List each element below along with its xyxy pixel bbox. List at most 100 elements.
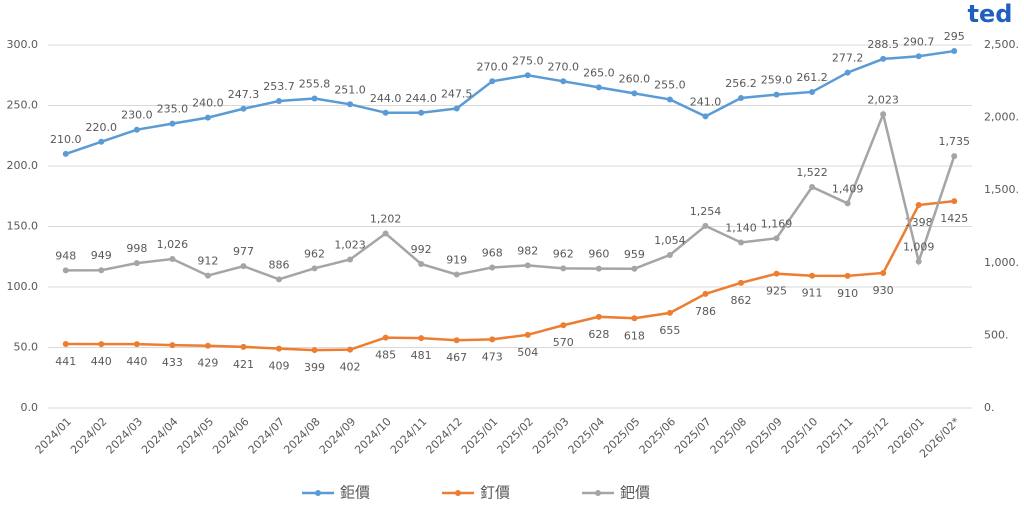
point: [382, 230, 389, 237]
data-label: 628: [588, 328, 609, 341]
y-tick-label: 150.0: [7, 220, 39, 233]
point: [666, 96, 673, 103]
x-tick-label: 2025/07: [672, 415, 714, 457]
point: [347, 101, 354, 108]
point: [62, 150, 69, 157]
x-tick-label: 2025/11: [814, 415, 856, 457]
data-label: 1398: [905, 216, 933, 229]
point: [595, 265, 602, 272]
point: [524, 72, 531, 79]
data-label: 992: [411, 243, 432, 256]
x-tick-label: 2024/10: [352, 415, 394, 457]
point: [524, 331, 531, 338]
point: [773, 270, 780, 277]
point: [347, 256, 354, 263]
x-tick-label: 2024/08: [281, 415, 323, 457]
point: [169, 342, 176, 349]
y-tick-label: 0.0: [21, 401, 39, 414]
x-tick-label: 2024/11: [388, 415, 430, 457]
point: [382, 334, 389, 341]
y2-tick-label: 2,500.: [984, 38, 1019, 51]
data-label: 1,735: [938, 135, 970, 148]
legend-marker: [455, 490, 461, 496]
data-label: 1,409: [832, 182, 864, 195]
logo: ted: [968, 0, 1013, 28]
data-label: 998: [126, 242, 147, 255]
y2-tick-label: 500.: [984, 328, 1009, 341]
data-label: 440: [91, 355, 112, 368]
point: [489, 78, 496, 85]
point: [98, 341, 105, 348]
x-tick-label: 2025/12: [850, 415, 892, 457]
legend-marker: [315, 490, 321, 496]
data-label: 288.5: [867, 38, 899, 51]
data-label: 240.0: [192, 97, 224, 110]
data-label: 959: [624, 248, 645, 261]
x-tick-label: 2025/01: [459, 415, 501, 457]
point: [880, 269, 887, 276]
point: [773, 235, 780, 242]
point: [915, 202, 922, 209]
data-label: 290.7: [903, 35, 935, 48]
point: [631, 315, 638, 322]
data-label: 1,140: [725, 221, 757, 234]
x-tick-label: 2024/07: [246, 415, 288, 457]
point: [204, 114, 211, 121]
data-label: 925: [766, 285, 787, 298]
data-label: 421: [233, 358, 254, 371]
data-label: 911: [802, 287, 823, 300]
point: [169, 120, 176, 127]
point: [98, 267, 105, 274]
data-label: 618: [624, 329, 645, 342]
point: [453, 337, 460, 344]
y2-tick-label: 2,000.: [984, 111, 1019, 124]
data-label: 504: [517, 346, 538, 359]
x-tick-label: 2024/09: [317, 415, 359, 457]
x-tick-label: 2025/06: [637, 415, 679, 457]
data-label: 786: [695, 305, 716, 318]
data-label: 433: [162, 356, 183, 369]
point: [809, 184, 816, 191]
data-label: 1,522: [796, 166, 828, 179]
x-tick-label: 2024/06: [210, 415, 252, 457]
legend-marker: [595, 490, 601, 496]
point: [311, 265, 318, 272]
data-label: 440: [126, 355, 147, 368]
point: [204, 272, 211, 279]
data-label: 255.0: [654, 78, 686, 91]
x-tick-label: 2025/04: [566, 415, 608, 457]
point: [666, 251, 673, 258]
series-line: [65, 110, 956, 281]
point: [560, 265, 567, 272]
data-label: 230.0: [121, 109, 153, 122]
data-label: 210.0: [50, 133, 82, 146]
point: [347, 346, 354, 353]
data-label: 244.0: [370, 92, 402, 105]
data-label: 270.0: [476, 60, 508, 73]
data-label: 270.0: [548, 60, 580, 73]
x-tick-label: 2024/03: [104, 415, 146, 457]
data-label: 1,254: [690, 205, 722, 218]
point: [631, 90, 638, 97]
point: [62, 340, 69, 347]
data-label: 2,023: [867, 93, 899, 106]
point: [418, 260, 425, 267]
point: [702, 290, 709, 297]
data-label: 977: [233, 245, 254, 258]
point: [951, 198, 958, 205]
series-line: [65, 49, 955, 156]
point: [666, 309, 673, 316]
point: [915, 258, 922, 265]
y2-tick-label: 0.: [984, 401, 995, 414]
data-label: 275.0: [512, 54, 544, 67]
data-label: 862: [731, 294, 752, 307]
data-label: 1,169: [761, 217, 793, 230]
data-label: 244.0: [405, 92, 437, 105]
data-label: 251.0: [334, 83, 366, 96]
point: [98, 138, 105, 145]
point: [418, 109, 425, 116]
point: [702, 222, 709, 229]
x-tick-label: 2025/05: [601, 415, 643, 457]
data-label: 1,202: [370, 212, 402, 225]
data-label: 962: [304, 247, 325, 260]
